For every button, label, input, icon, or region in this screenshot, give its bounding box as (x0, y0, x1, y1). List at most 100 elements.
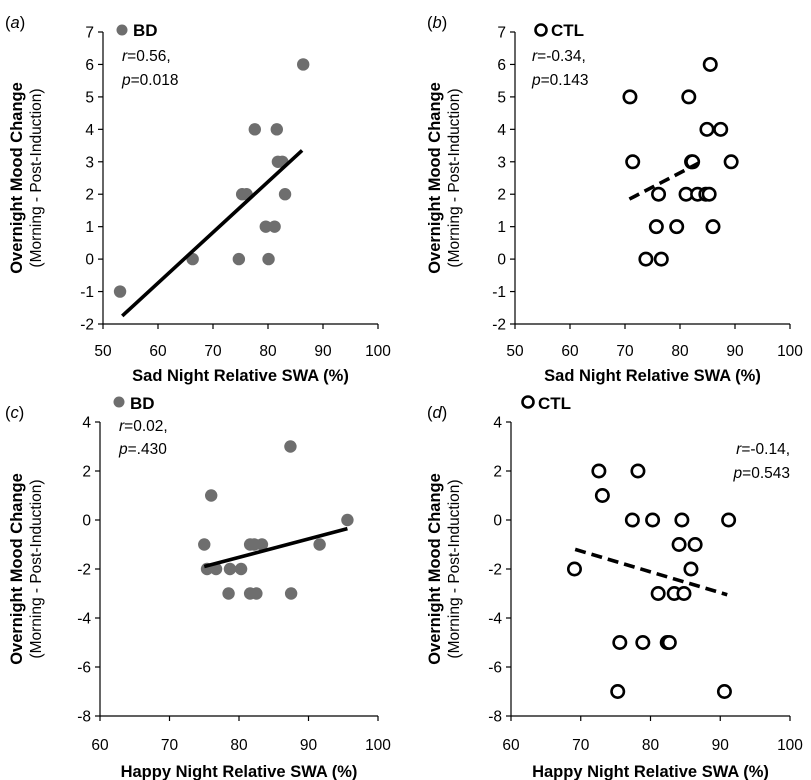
panel-letter: (a) (5, 14, 25, 32)
data-point (638, 251, 654, 267)
data-point (705, 219, 721, 235)
data-point (297, 58, 310, 71)
y-tick-label: 0 (493, 513, 502, 530)
panel-letter: (c) (5, 404, 24, 422)
y-axis-label: Overnight Mood Change (8, 82, 26, 274)
y-tick-label: -6 (77, 660, 91, 677)
data-point (723, 154, 739, 170)
x-tick-label: 50 (506, 343, 524, 360)
x-tick-label: 50 (94, 343, 112, 360)
trend-line (574, 547, 728, 597)
y-tick-label: -4 (77, 611, 91, 628)
y-axis-label: Overnight Mood Change (426, 82, 444, 274)
y-tick-label: -6 (488, 660, 502, 677)
data-point (624, 512, 640, 528)
panel-letter: (b) (427, 14, 447, 32)
data-point (270, 123, 283, 136)
data-point (566, 561, 582, 577)
p-stat: p=0.143 (531, 72, 588, 89)
data-point (674, 512, 690, 528)
data-point (653, 251, 669, 267)
x-axis-label: Happy Night Relative SWA (%) (532, 763, 769, 780)
data-point (248, 123, 261, 136)
y-axis-sublabel: (Morning - Post-Induction) (446, 88, 463, 267)
y-tick-label: -4 (488, 611, 502, 628)
panel-d: (d) -8 -6 -4 -2 0 2 4 60 70 80 90 100 Happy Night Rel… (426, 394, 803, 780)
data-point (278, 188, 292, 201)
panel-a: (a) -2 -1 0 1 2 3 4 5 6 7 50 60 70 80 90 100 Sad Night Re… (5, 14, 391, 385)
x-tick-label: 100 (365, 343, 391, 360)
y-tick-label: -1 (492, 284, 506, 301)
y-tick-label: 0 (82, 513, 91, 530)
data-point (687, 536, 703, 552)
x-tick-label: 90 (314, 343, 332, 360)
y-tick-label: -1 (80, 284, 94, 301)
p-stat: p=.430 (118, 441, 167, 458)
x-tick-label: 70 (572, 737, 590, 754)
legend-marker (116, 24, 128, 36)
x-tick-label: 60 (91, 737, 109, 754)
y-tick-label: -2 (492, 317, 506, 334)
y-tick-label: -2 (77, 562, 91, 579)
x-tick-label: 60 (561, 343, 579, 360)
data-point (259, 220, 272, 233)
y-tick-label: 5 (85, 89, 94, 106)
data-point (713, 121, 729, 137)
x-axis-label: Sad Night Relative SWA (%) (544, 367, 761, 385)
r-stat: r=0.02, (119, 418, 168, 435)
data-point (651, 186, 667, 202)
r-stat: r=0.56, (122, 48, 171, 65)
x-tick-label: 100 (777, 343, 803, 360)
y-axis-sublabel: (Morning - Post-Induction) (28, 88, 45, 267)
data-point (198, 538, 211, 551)
data-point (222, 587, 235, 600)
y-tick-label: 6 (497, 57, 506, 74)
trend-line (121, 149, 304, 318)
y-tick-label: -8 (77, 709, 91, 726)
legend-marker (534, 23, 548, 37)
data-point (683, 561, 699, 577)
data-point (702, 56, 718, 72)
data-point (284, 440, 297, 453)
data-point (591, 463, 607, 479)
y-tick-label: 2 (82, 464, 91, 481)
x-tick-label: 90 (712, 737, 730, 754)
data-point (250, 587, 263, 600)
data-point (630, 463, 646, 479)
y-tick-label: 1 (497, 219, 506, 236)
y-tick-label: 4 (85, 122, 94, 139)
y-tick-label: 1 (85, 219, 94, 236)
p-stat: p=0.543 (733, 465, 790, 482)
x-tick-label: 60 (502, 737, 520, 754)
y-tick-label: 4 (493, 415, 502, 432)
x-tick-label: 80 (671, 343, 689, 360)
legend-label: BD (130, 394, 155, 413)
x-tick-label: 80 (259, 343, 277, 360)
trend-line (203, 526, 348, 569)
y-axis-sublabel: (Morning - Post-Induction) (446, 479, 463, 658)
x-axis-label: Happy Night Relative SWA (%) (121, 763, 358, 780)
y-tick-label: -2 (80, 317, 94, 334)
y-tick-label: -2 (488, 562, 502, 579)
x-tick-label: 80 (230, 737, 248, 754)
panel-letter: (d) (427, 404, 447, 422)
y-axis-label: Overnight Mood Change (426, 473, 444, 665)
x-tick-label: 70 (161, 737, 179, 754)
r-stat: r=-0.14, (736, 441, 790, 458)
x-tick-label: 90 (726, 343, 744, 360)
data-point (676, 585, 692, 601)
data-point (234, 562, 248, 576)
r-stat: r=-0.34, (532, 48, 586, 65)
data-point (255, 538, 269, 551)
data-point (610, 683, 626, 699)
panel-c: (c) -8 -6 -4 -2 0 2 4 60 70 80 90 100 Happy Night Rel… (5, 394, 391, 780)
trend-line (628, 161, 699, 201)
data-point (262, 252, 275, 266)
y-tick-label: 3 (85, 154, 94, 171)
data-point (612, 634, 628, 650)
y-axis-sublabel: (Morning - Post-Induction) (28, 479, 45, 658)
data-point (268, 220, 281, 233)
data-point (716, 683, 732, 699)
p-stat: p=0.018 (121, 72, 178, 89)
